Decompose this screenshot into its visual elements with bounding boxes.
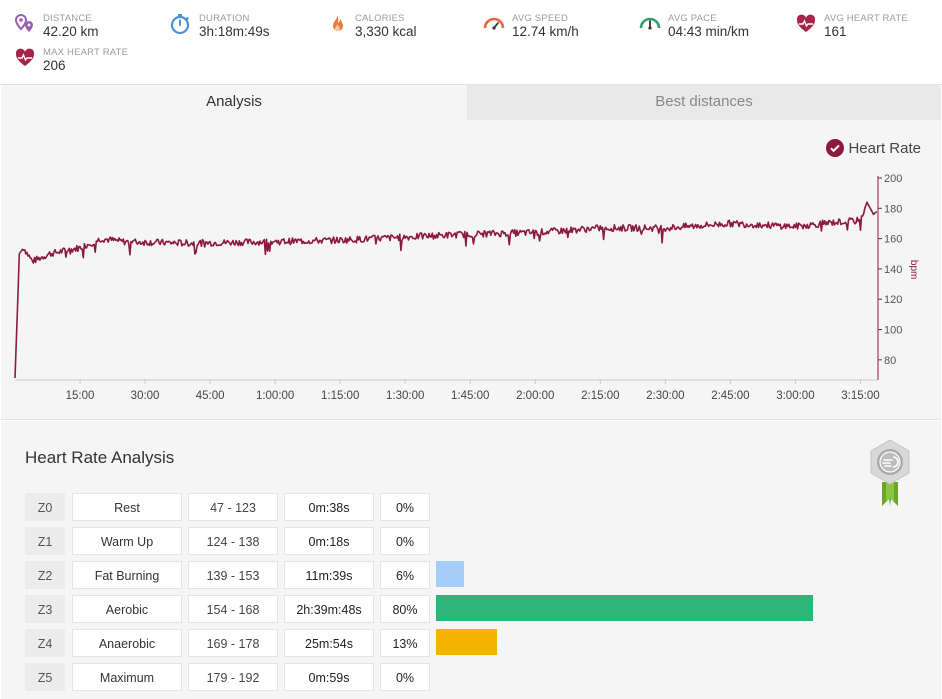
x-tick-label: 2:45:00: [711, 390, 749, 402]
zone-range: 139 - 153: [188, 561, 278, 589]
zone-name: Fat Burning: [72, 561, 182, 589]
y-tick-label: 140: [884, 264, 902, 276]
stat-value: 04:43 min/km: [668, 24, 750, 39]
heart-rate-analysis: Heart Rate Analysis Z0 Rest 47 - 123 0m:38s…: [1, 421, 941, 699]
x-tick-label: 2:15:00: [581, 390, 619, 402]
y-axis-unit: bpm: [908, 260, 919, 279]
stat-label: AVG PACE: [668, 13, 717, 24]
zone-label: Z5: [25, 663, 65, 691]
x-tick-label: 1:00:00: [256, 390, 294, 402]
zone-range: 47 - 123: [188, 493, 278, 521]
checkmark-icon: [826, 139, 845, 157]
x-tick-label: 2:00:00: [516, 390, 554, 402]
zone-label: Z1: [25, 527, 65, 555]
stat-label: DISTANCE: [43, 13, 92, 24]
zone-percent: 0%: [380, 527, 430, 555]
zone-time: 0m:18s: [284, 527, 374, 555]
y-tick-label: 80: [884, 355, 896, 367]
zone-percent: 0%: [380, 493, 430, 521]
zone-time: 2h:39m:48s: [284, 595, 374, 623]
stat-value: 42.20 km: [43, 24, 99, 39]
series-line-heart-rate: [14, 201, 878, 379]
duration-icon: [170, 14, 190, 35]
tab-best-distances[interactable]: Best distances: [467, 85, 941, 120]
zone-name: Rest: [72, 493, 182, 521]
y-tick-label: 200: [884, 173, 902, 185]
distance-icon: [14, 13, 33, 32]
x-tick-label: 1:30:00: [386, 390, 424, 402]
zone-range: 124 - 138: [188, 527, 278, 555]
stat-value: 161: [824, 24, 847, 39]
x-tick-label: 3:00:00: [776, 390, 814, 402]
stat-value: 12.74 km/h: [512, 24, 579, 39]
zone-name: Maximum: [72, 663, 182, 691]
x-tick-label: 1:15:00: [321, 390, 359, 402]
zone-range: 179 - 192: [188, 663, 278, 691]
zone-time: 0m:59s: [284, 663, 374, 691]
x-tick-label: 45:00: [196, 390, 225, 402]
y-tick-label: 100: [884, 325, 902, 337]
zone-percent: 0%: [380, 663, 430, 691]
stat-label: AVG SPEED: [512, 13, 569, 24]
zone-bar: [436, 561, 464, 587]
zone-percent: 6%: [380, 561, 430, 589]
legend-heart-rate[interactable]: Heart Rate: [826, 138, 921, 158]
tab-bar: Analysis Best distances: [1, 85, 941, 120]
x-tick-label: 30:00: [131, 390, 160, 402]
zone-time: 25m:54s: [284, 629, 374, 657]
section-title: Heart Rate Analysis: [25, 448, 175, 467]
zone-range: 169 - 178: [188, 629, 278, 657]
stat-value: 206: [43, 58, 66, 73]
calories-icon: [333, 15, 343, 32]
zone-time: 11m:39s: [284, 561, 374, 589]
stat-label: MAX HEART RATE: [43, 47, 129, 58]
stats-header: DISTANCE 42.20 km DURATION 3h:18m:49s CA…: [0, 0, 942, 85]
heart-rate-chart: 80 100 120 140 160 180 200 15:00 30:00 45:00 1:00…: [14, 173, 919, 402]
zone-label: Z4: [25, 629, 65, 657]
stat-value: 3,330 kcal: [355, 24, 417, 39]
y-tick-label: 160: [884, 234, 902, 246]
stat-value: 3h:18m:49s: [199, 24, 270, 39]
avg-speed-icon: [483, 17, 505, 30]
x-tick-label: 3:15:00: [841, 390, 879, 402]
x-tick-label: 15:00: [66, 390, 95, 402]
achievement-badge-icon: [870, 439, 910, 506]
x-tick-label: 2:30:00: [646, 390, 684, 402]
zone-percent: 13%: [380, 629, 430, 657]
zone-name: Aerobic: [72, 595, 182, 623]
zone-label: Z0: [25, 493, 65, 521]
stat-label: CALORIES: [355, 13, 405, 24]
heart-rate-chart-panel: Heart Rate 80 100 120 140 160 180 200 15:00 30:…: [1, 120, 941, 420]
zone-label: Z3: [25, 595, 65, 623]
y-tick-label: 180: [884, 203, 902, 215]
zone-range: 154 - 168: [188, 595, 278, 623]
zone-percent: 80%: [380, 595, 430, 623]
zone-bar: [436, 595, 813, 621]
zone-name: Warm Up: [72, 527, 182, 555]
y-tick-label: 120: [884, 294, 902, 306]
zone-time: 0m:38s: [284, 493, 374, 521]
zone-name: Anaerobic: [72, 629, 182, 657]
legend-label: Heart Rate: [848, 139, 921, 157]
stat-label: AVG HEART RATE: [824, 13, 908, 24]
avg-heart-rate-icon: [796, 14, 816, 32]
zone-label: Z2: [25, 561, 65, 589]
x-tick-label: 1:45:00: [451, 390, 489, 402]
stat-label: DURATION: [199, 13, 250, 24]
tab-analysis[interactable]: Analysis: [1, 85, 467, 120]
zone-bar: [436, 629, 497, 655]
avg-pace-icon: [639, 17, 661, 30]
max-heart-rate-icon: [15, 48, 35, 66]
